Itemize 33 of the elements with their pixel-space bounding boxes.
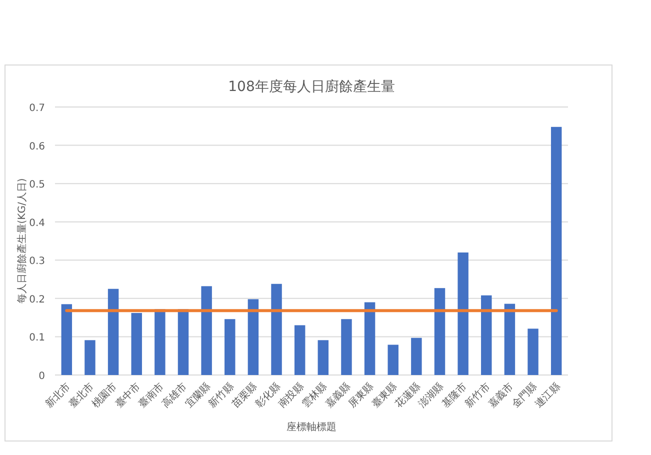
bar [178, 309, 189, 375]
bar [61, 304, 72, 375]
bar [248, 299, 259, 375]
y-tick-label: 0.3 [29, 256, 45, 268]
bar [131, 312, 142, 375]
y-tick-label: 0.6 [29, 141, 45, 152]
y-tick-label: 0.2 [29, 294, 45, 306]
y-tick-label: 0.5 [29, 180, 45, 191]
bar [364, 302, 376, 375]
bar [108, 288, 119, 375]
bar [434, 288, 446, 375]
y-tick-label: 0.1 [29, 332, 45, 344]
y-tick-label: 0.4 [29, 218, 45, 229]
bar [388, 344, 398, 375]
y-axis-title: 每人日廚餘產生量(KG/人日) [16, 178, 28, 304]
y-tick-label: 0.7 [29, 103, 45, 114]
bar [154, 309, 166, 375]
chart-title: 108年度每人日廚餘產生量 [228, 79, 395, 95]
bar [318, 340, 329, 375]
bar [294, 325, 306, 375]
bar [504, 304, 516, 375]
bar [84, 340, 96, 375]
bar [224, 319, 236, 375]
bar [458, 252, 468, 375]
bar [528, 328, 538, 375]
y-tick-label: 0 [38, 371, 45, 382]
bar [201, 286, 212, 375]
bar [481, 295, 492, 375]
bar [341, 319, 352, 375]
bar [411, 338, 422, 375]
x-axis-title: 座標軸標題 [286, 421, 336, 433]
bar [550, 126, 562, 375]
bar [271, 284, 282, 375]
